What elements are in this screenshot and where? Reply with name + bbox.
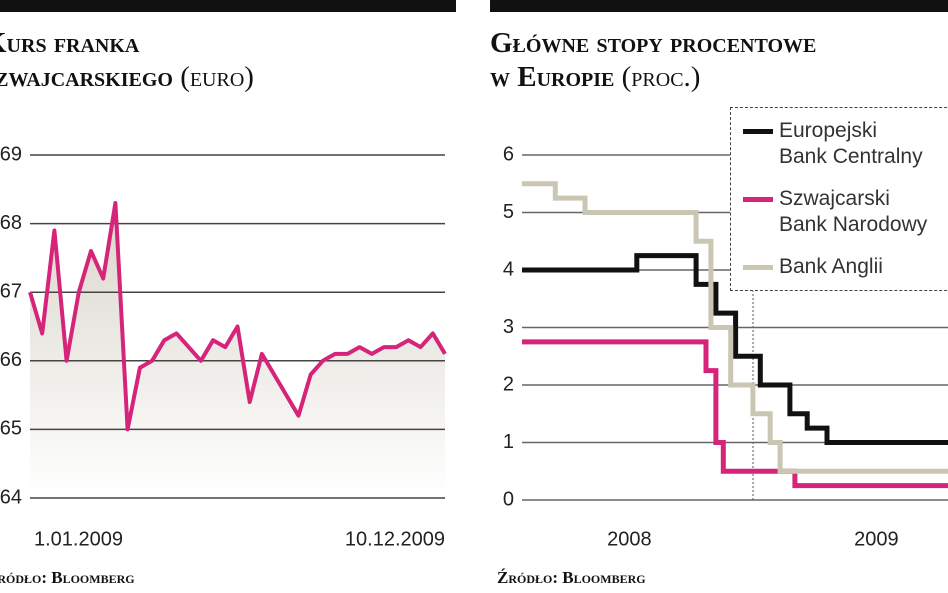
y-tick-label: 0: [503, 488, 514, 510]
title-unit: (euro): [180, 61, 254, 93]
series-line: [522, 253, 948, 445]
chart-title: Główne stopy procentowe w Europie (proc.…: [490, 26, 948, 94]
y-tick-label: 1,68: [0, 212, 22, 234]
header-bar: [0, 0, 456, 12]
source: Źródło: Bloomberg: [497, 568, 646, 587]
y-tick-label: 5: [503, 201, 514, 223]
x-tick-label: 2008: [607, 528, 652, 550]
source: Źródło: Bloomberg: [0, 568, 135, 587]
y-tick-label: 1,67: [0, 280, 22, 302]
legend-label: Szwajcarski Bank Narodowy: [779, 187, 928, 236]
legend: Europejski Bank Centralny Szwajcarski Ban…: [730, 107, 948, 291]
y-tick-label: 1,69: [0, 143, 22, 165]
title-unit: (proc.): [621, 61, 701, 93]
x-tick-label: 2009: [854, 528, 899, 550]
x-tick-label: 1.01.2009: [34, 528, 123, 550]
y-tick-label: 6: [503, 143, 514, 165]
y-tick-label: 2: [503, 373, 514, 395]
legend-label: Europejski Bank Centralny: [779, 119, 923, 168]
legend-swatch: [743, 197, 773, 202]
header-bar: [490, 0, 948, 12]
y-tick-label: 4: [503, 258, 514, 280]
title-text: Główne stopy procentowe w Europie: [490, 27, 817, 93]
y-tick-label: 1,65: [0, 418, 22, 440]
y-tick-label: 1,66: [0, 349, 22, 371]
series-line: [28, 201, 447, 432]
y-tick-label: 3: [503, 316, 514, 338]
legend-label: Bank Anglii: [779, 255, 883, 278]
series-area: [30, 203, 445, 498]
y-tick-label: 1: [503, 431, 514, 453]
series-line: [522, 339, 948, 489]
series-line: [522, 181, 948, 474]
chart-title: Kurs franka szwajcarskiego (euro): [0, 26, 254, 94]
title-text: Kurs franka szwajcarskiego: [0, 27, 173, 93]
legend-swatch: [743, 129, 773, 134]
legend-swatch: [743, 265, 773, 270]
x-tick-label: 10.12.2009: [345, 528, 445, 550]
y-tick-label: 1,64: [0, 486, 22, 508]
